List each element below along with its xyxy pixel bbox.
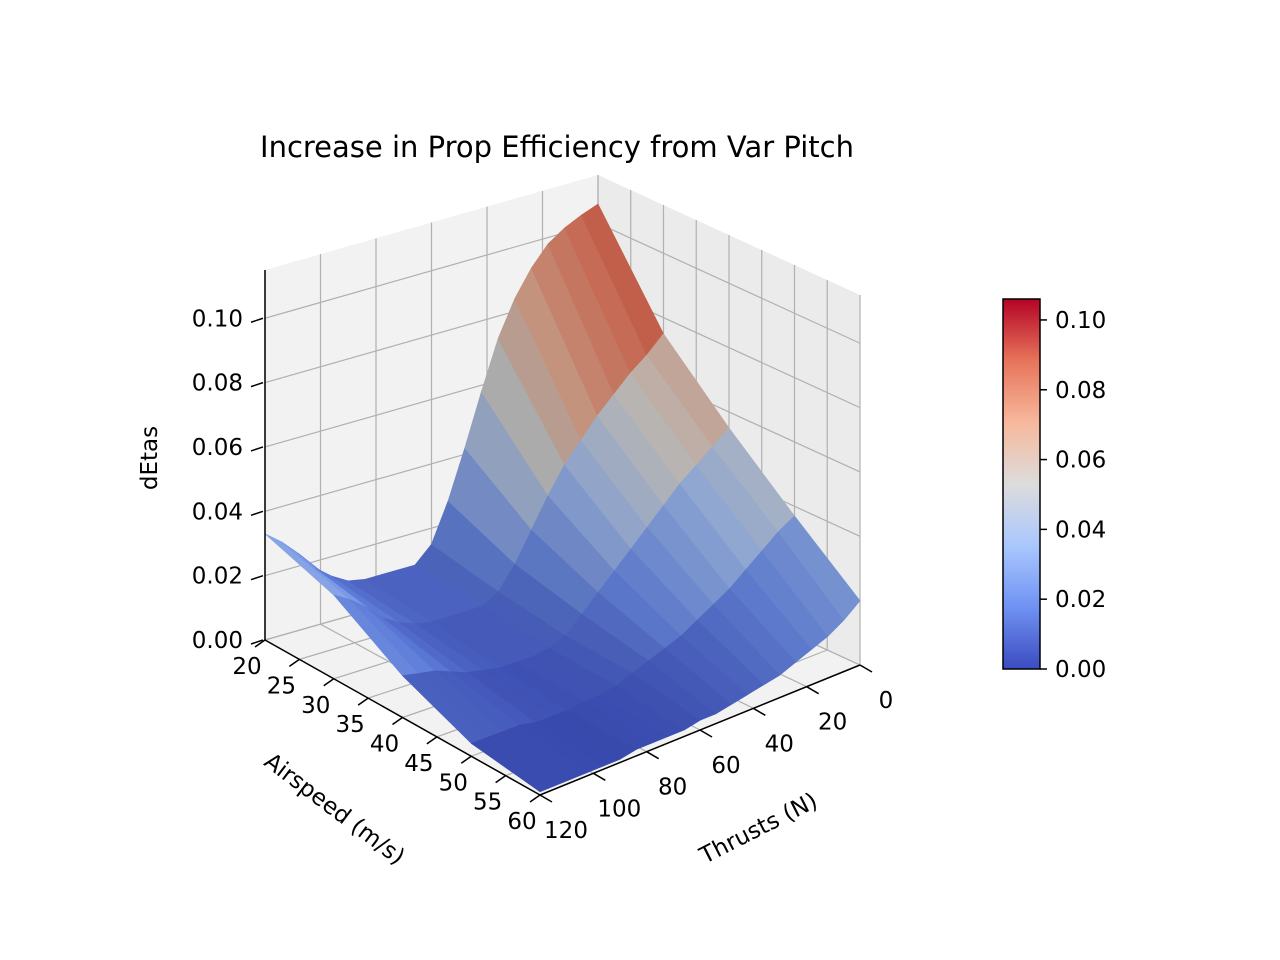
colorbar-tick-label: 0.00 — [1055, 657, 1106, 683]
z-tick-label: 0.06 — [192, 435, 243, 461]
z-tick — [250, 446, 264, 452]
colorbar: 0.00 0.02 0.04 0.06 0.08 0.10 — [1002, 298, 1106, 683]
colorbar-tick-label: 0.02 — [1055, 587, 1106, 613]
y-tick — [460, 755, 472, 764]
grid-line — [264, 222, 599, 319]
x-tick-label: 80 — [658, 775, 687, 801]
x-tick — [806, 686, 820, 695]
x-tick-label: 40 — [765, 731, 794, 757]
x-tick-label: 100 — [597, 796, 641, 822]
z-tick — [250, 574, 264, 581]
x-tick — [859, 664, 873, 673]
y-tick — [254, 639, 266, 648]
tick-labels: 0.000.020.040.060.080.102025303540455055… — [192, 306, 894, 844]
y-tick-label: 35 — [335, 712, 364, 738]
colorbar-tick-label: 0.10 — [1055, 308, 1106, 334]
z-tick-label: 0.10 — [192, 306, 243, 332]
colorbar-tick-label: 0.04 — [1055, 517, 1106, 543]
y-axis-label: Airspeed (m/s) — [259, 748, 409, 870]
chart-title: Increase in Prop Efficiency from Var Pit… — [260, 130, 854, 164]
y-tick-label: 60 — [507, 809, 536, 835]
x-tick — [592, 772, 606, 781]
colorbar-bar — [1002, 298, 1041, 670]
y-tick — [288, 658, 300, 667]
z-tick — [250, 510, 264, 517]
x-tick-label: 120 — [544, 818, 588, 844]
y-tick-label: 45 — [404, 751, 433, 777]
y-tick — [426, 736, 438, 745]
y-tick — [357, 697, 369, 706]
x-tick-label: 0 — [879, 688, 894, 714]
y-tick — [392, 716, 403, 726]
x-tick — [646, 751, 660, 760]
z-tick-label: 0.04 — [192, 499, 243, 525]
y-tick-label: 55 — [473, 790, 502, 816]
x-axis-label: Thrusts (N) — [695, 788, 822, 870]
z-tick-label: 0.02 — [192, 564, 243, 590]
surface-plot — [264, 203, 861, 793]
z-tick — [250, 381, 264, 388]
grid-line — [597, 222, 861, 344]
x-tick-label: 20 — [818, 710, 847, 736]
x-tick — [539, 794, 553, 803]
colorbar-tick-label: 0.06 — [1055, 448, 1106, 474]
y-tick-label: 50 — [439, 770, 468, 796]
z-tick — [250, 639, 264, 645]
y-tick-label: 40 — [370, 732, 399, 758]
surface-facet — [777, 515, 861, 621]
x-tick — [699, 729, 713, 738]
axis-lines — [250, 270, 873, 803]
y-tick-label: 20 — [232, 654, 261, 680]
y-tick — [495, 775, 507, 784]
colorbar-tick-label: 0.08 — [1055, 378, 1106, 404]
z-axis-label: dEtas — [137, 426, 163, 490]
z-tick-label: 0.08 — [192, 371, 243, 397]
z-tick-label: 0.00 — [192, 628, 243, 654]
y-tick-label: 30 — [301, 693, 330, 719]
y-tick-label: 25 — [267, 673, 296, 699]
x-tick-label: 60 — [711, 753, 740, 779]
y-tick — [323, 678, 335, 687]
y-tick — [529, 794, 541, 803]
z-tick — [250, 317, 264, 323]
x-tick — [752, 707, 766, 716]
